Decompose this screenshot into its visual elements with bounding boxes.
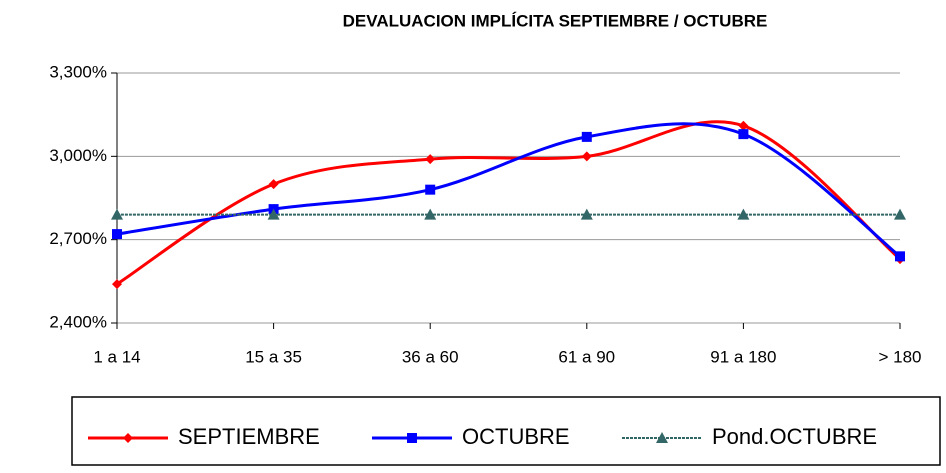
legend-box [71, 396, 941, 466]
marker [738, 129, 749, 140]
legend-label: OCTUBRE [462, 424, 570, 449]
marker [737, 208, 750, 220]
series-line [116, 120, 901, 286]
x-tick-label: > 180 [878, 347, 921, 366]
x-tick-label: 15 a 35 [245, 347, 302, 366]
legend-item: SEPTIEMBRE [88, 424, 320, 449]
marker [267, 208, 280, 220]
marker [581, 131, 592, 142]
marker [424, 208, 437, 220]
chart-title: DEVALUACION IMPLÍCITA SEPTIEMBRE / OCTUB… [343, 11, 768, 30]
y-tick-label: 3,300% [49, 62, 107, 81]
marker [425, 154, 436, 165]
marker [738, 120, 749, 131]
marker [112, 279, 122, 290]
legend-item: OCTUBRE [372, 424, 570, 449]
x-tick-label: 91 a 180 [710, 347, 776, 366]
marker [111, 208, 123, 220]
x-tick-label: 61 a 90 [558, 347, 615, 366]
marker [123, 433, 133, 443]
series-line [116, 122, 901, 258]
marker [581, 151, 592, 162]
x-tick-label: 36 a 60 [402, 347, 459, 366]
y-tick-label: 3,000% [49, 146, 107, 165]
marker [268, 179, 279, 190]
x-tick-label: 1 a 14 [93, 347, 140, 366]
marker [895, 251, 905, 262]
marker [425, 184, 436, 195]
legend-label: SEPTIEMBRE [178, 424, 320, 449]
y-tick-label: 2,700% [49, 229, 107, 248]
marker [894, 208, 906, 220]
legend-item: Pond.OCTUBRE [622, 424, 877, 449]
legend-label: Pond.OCTUBRE [712, 424, 877, 449]
marker [112, 229, 122, 240]
marker [656, 432, 668, 443]
marker [407, 433, 417, 443]
y-tick-label: 2,400% [49, 312, 107, 331]
marker [580, 208, 593, 220]
